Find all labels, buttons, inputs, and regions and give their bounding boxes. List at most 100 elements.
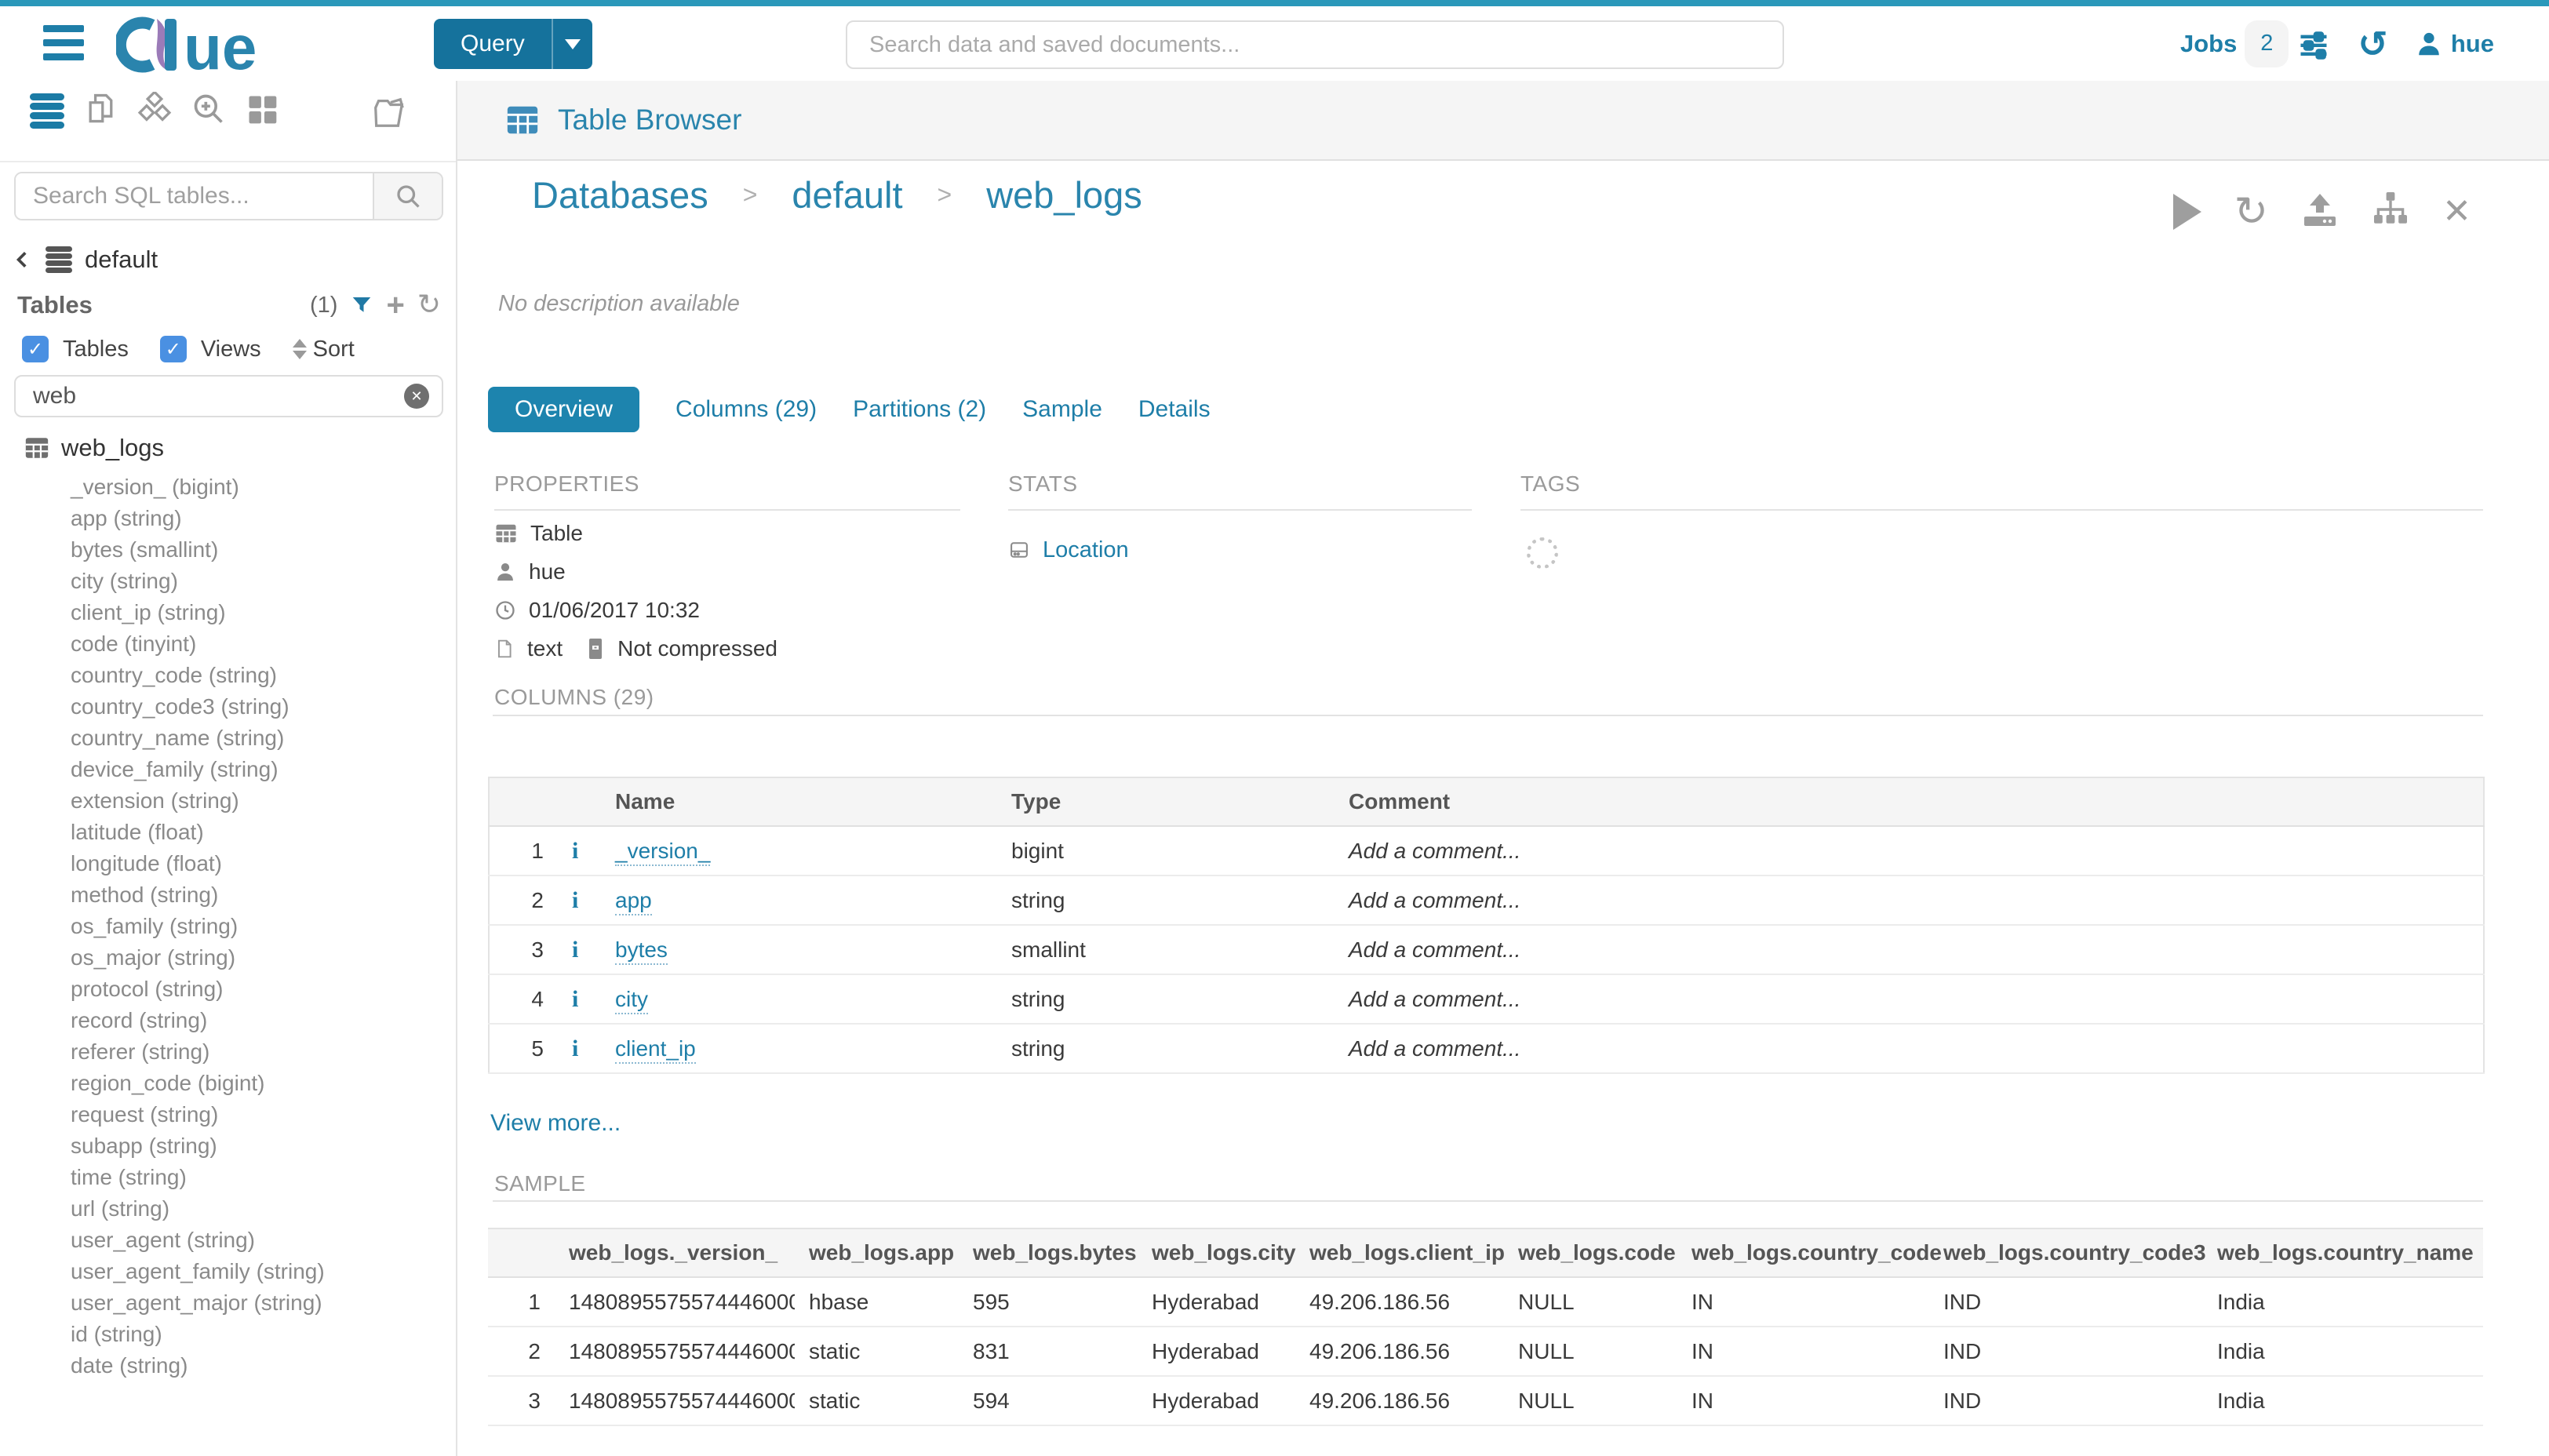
- sort-control[interactable]: Sort: [292, 337, 355, 362]
- clear-filter-icon[interactable]: ✕: [404, 384, 429, 409]
- info-icon[interactable]: i: [572, 985, 579, 1012]
- info-icon[interactable]: i: [572, 886, 579, 913]
- tree-column-item[interactable]: latitude (float): [71, 820, 204, 844]
- tree-column-item[interactable]: city (string): [71, 569, 178, 593]
- global-search-input[interactable]: [846, 20, 1784, 69]
- table-filter-input[interactable]: [16, 383, 404, 410]
- view-more-link[interactable]: View more...: [490, 1110, 621, 1136]
- database-nav-icon[interactable]: [30, 93, 64, 129]
- column-name-link[interactable]: app: [615, 887, 652, 915]
- tree-column-item[interactable]: code (tinyint): [71, 632, 197, 656]
- hamburger-menu-icon[interactable]: [43, 25, 84, 64]
- folder-icon[interactable]: [370, 95, 407, 135]
- filter-funnel-icon[interactable]: [350, 293, 373, 317]
- property-type-value: Table: [530, 521, 583, 545]
- tree-column-item[interactable]: time (string): [71, 1165, 187, 1189]
- tab-details[interactable]: Details: [1138, 396, 1211, 422]
- upload-icon[interactable]: [2301, 191, 2339, 232]
- info-icon[interactable]: i: [572, 936, 579, 963]
- tree-column-item[interactable]: country_code3 (string): [71, 694, 289, 719]
- tree-column-item[interactable]: record (string): [71, 1008, 208, 1032]
- tree-column-item[interactable]: id (string): [71, 1322, 162, 1346]
- tree-column-item[interactable]: country_name (string): [71, 726, 285, 750]
- hue-logo[interactable]: ue: [114, 13, 297, 82]
- add-table-icon[interactable]: +: [386, 288, 405, 322]
- query-button[interactable]: Query: [434, 19, 592, 69]
- row-number: 5: [489, 1024, 558, 1074]
- checkbox-tables[interactable]: ✓: [22, 336, 49, 362]
- location-link[interactable]: Location: [1043, 537, 1129, 562]
- tree-column-item[interactable]: request (string): [71, 1102, 219, 1127]
- history-icon[interactable]: ↺: [2358, 22, 2388, 65]
- column-comment-field[interactable]: Add a comment...: [1335, 974, 2484, 1025]
- tab-partitions[interactable]: Partitions (2): [853, 396, 987, 422]
- jobs-sliders-icon[interactable]: [2296, 27, 2331, 61]
- table-filter-box: ✕: [14, 375, 443, 417]
- tree-column-item[interactable]: bytes (smallint): [71, 537, 219, 562]
- breadcrumb-default[interactable]: default: [792, 174, 903, 216]
- tree-column-item[interactable]: country_code (string): [71, 663, 278, 687]
- info-icon[interactable]: i: [572, 837, 579, 864]
- tree-column-item[interactable]: os_family (string): [71, 914, 239, 938]
- database-breadcrumb-row[interactable]: default: [13, 246, 158, 274]
- column-comment-field[interactable]: Add a comment...: [1335, 826, 2484, 876]
- refresh-tables-icon[interactable]: ↻: [417, 289, 441, 321]
- search-plus-nav-icon[interactable]: [191, 92, 226, 130]
- sample-cell: IN: [1677, 1277, 1929, 1327]
- jobs-count-badge: 2: [2245, 20, 2289, 67]
- close-icon[interactable]: ✕: [2442, 191, 2471, 231]
- tree-table-web-logs[interactable]: web_logs: [24, 434, 164, 462]
- column-name-link[interactable]: client_ip: [615, 1036, 696, 1064]
- refresh-icon[interactable]: ↻: [2234, 187, 2269, 235]
- column-comment-field[interactable]: Add a comment...: [1335, 925, 2484, 975]
- query-dropdown-toggle[interactable]: [551, 19, 592, 69]
- sitemap-icon[interactable]: [2372, 191, 2409, 232]
- user-menu[interactable]: hue: [2415, 30, 2494, 58]
- tree-column-item[interactable]: os_major (string): [71, 945, 236, 970]
- columns-table: Name Type Comment 1 i _version_ bigint A…: [488, 777, 2485, 1074]
- column-header-info: [558, 777, 601, 827]
- tree-column-item[interactable]: protocol (string): [71, 977, 224, 1001]
- column-comment-field[interactable]: Add a comment...: [1335, 875, 2484, 926]
- tree-column-item[interactable]: app (string): [71, 506, 182, 530]
- tree-column-item[interactable]: user_agent_family (string): [71, 1259, 325, 1283]
- tree-column-item[interactable]: region_code (bigint): [71, 1071, 265, 1095]
- sample-cell: 49.206.186.56: [1295, 1277, 1504, 1327]
- row-number: 3: [489, 925, 558, 975]
- tree-column-item[interactable]: user_agent (string): [71, 1228, 256, 1252]
- tree-column-item[interactable]: referer (string): [71, 1039, 210, 1064]
- documents-nav-icon[interactable]: [83, 92, 118, 130]
- column-name-link[interactable]: city: [615, 986, 648, 1014]
- info-icon[interactable]: i: [572, 1035, 579, 1061]
- tree-column-item[interactable]: url (string): [71, 1196, 170, 1221]
- tree-column-item[interactable]: client_ip (string): [71, 600, 226, 624]
- cubes-nav-icon[interactable]: [137, 90, 173, 130]
- tree-column-item[interactable]: device_family (string): [71, 757, 279, 781]
- breadcrumb-databases[interactable]: Databases: [532, 174, 708, 216]
- tree-column-item[interactable]: extension (string): [71, 788, 239, 813]
- query-table-icon[interactable]: [2172, 193, 2201, 230]
- tree-column-item[interactable]: _version_ (bigint): [71, 475, 239, 499]
- column-name-link[interactable]: _version_: [615, 838, 711, 866]
- section-divider: [1520, 509, 2483, 511]
- tree-column-item[interactable]: date (string): [71, 1353, 188, 1378]
- tree-column-item[interactable]: subapp (string): [71, 1134, 217, 1158]
- checkbox-views[interactable]: ✓: [159, 336, 187, 362]
- column-header-num: [489, 777, 558, 827]
- tab-columns[interactable]: Columns (29): [675, 396, 818, 422]
- column-name-link[interactable]: bytes: [615, 937, 668, 965]
- tree-column-item[interactable]: user_agent_major (string): [71, 1290, 322, 1315]
- sql-tables-search-button[interactable]: [373, 173, 442, 219]
- column-comment-field[interactable]: Add a comment...: [1335, 1024, 2484, 1074]
- tree-column-item[interactable]: longitude (float): [71, 851, 223, 875]
- page-title: Table Browser: [558, 104, 742, 136]
- tree-column-item[interactable]: method (string): [71, 883, 219, 907]
- jobs-link[interactable]: Jobs 2: [2180, 20, 2331, 67]
- row-number: 1: [489, 826, 558, 876]
- top-accent-line: [0, 0, 2549, 6]
- tab-overview[interactable]: Overview: [488, 387, 640, 432]
- apps-grid-nav-icon[interactable]: [245, 92, 279, 130]
- sql-tables-search-input[interactable]: [16, 173, 373, 219]
- tab-sample[interactable]: Sample: [1022, 396, 1102, 422]
- property-created: 01/06/2017 10:32: [494, 595, 960, 626]
